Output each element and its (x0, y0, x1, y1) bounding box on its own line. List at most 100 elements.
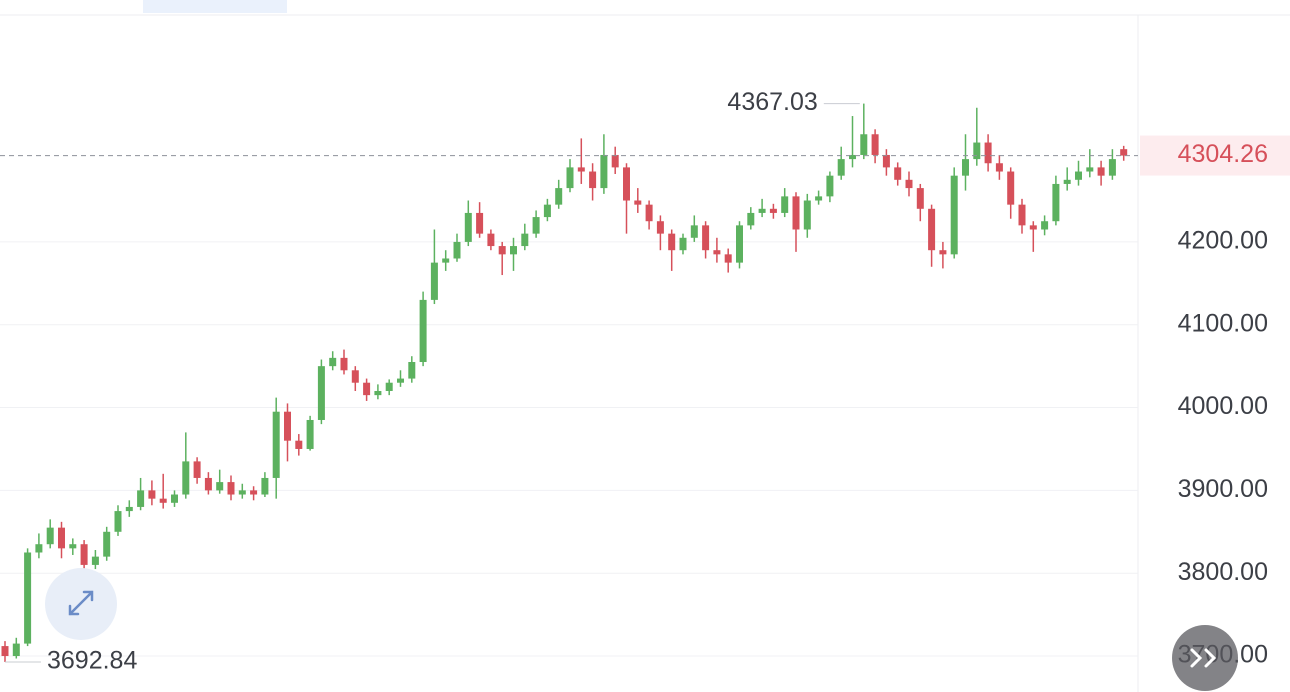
min-label: 3692.84 (47, 647, 137, 675)
candle-body (498, 246, 506, 255)
expand-button[interactable] (45, 568, 117, 640)
candle-body (815, 196, 823, 201)
candle-body (204, 477, 212, 491)
candle-body (792, 196, 800, 230)
candle-body (939, 250, 947, 255)
candle-body (340, 357, 348, 371)
candle-body (894, 167, 902, 180)
candle-body (826, 175, 834, 197)
candle-body (1075, 171, 1082, 180)
candle-body (69, 544, 77, 549)
candle-body (329, 357, 337, 367)
scroll-circle[interactable] (1172, 625, 1238, 691)
candle-body (295, 440, 303, 449)
candle-body (397, 378, 404, 383)
candle-body (24, 552, 32, 644)
candle-body (159, 498, 167, 503)
candle-body (80, 544, 88, 565)
candle-body (905, 179, 913, 189)
candle-body (385, 382, 393, 391)
candle-body (193, 461, 201, 478)
candle-body (668, 233, 676, 251)
candle-body (747, 212, 755, 226)
candle-body (577, 167, 585, 172)
candle-body (272, 411, 280, 478)
candle-body (171, 494, 178, 503)
candle-body (769, 208, 777, 213)
candle-body (623, 167, 630, 201)
candle-body (306, 419, 314, 449)
candle-body (476, 212, 484, 234)
max-label: 4367.03 (727, 88, 817, 116)
candle-body (464, 212, 472, 242)
candle-body (1041, 221, 1049, 230)
candle-body (35, 544, 43, 553)
candle-body (555, 188, 563, 205)
candle-body (408, 362, 416, 379)
candle-body (114, 511, 122, 532)
y-tick-label: 4200.00 (1178, 227, 1268, 255)
candle-body (216, 482, 224, 491)
candle-body (973, 142, 981, 160)
candle-body (679, 237, 687, 251)
grid (0, 241, 1138, 657)
candle-body (849, 154, 856, 160)
candle-body (182, 461, 190, 495)
candle-body (1029, 225, 1037, 230)
candle-body (430, 262, 438, 300)
candle-body (419, 299, 427, 363)
candle-body (589, 171, 597, 189)
candle-body (962, 159, 969, 176)
candle-body (736, 225, 743, 263)
candle-body (227, 482, 235, 495)
candle-body (12, 643, 20, 657)
candle-body (487, 233, 495, 247)
candle-body (543, 204, 551, 218)
y-tick-label: 3900.00 (1178, 475, 1268, 503)
expand-icon[interactable] (68, 590, 94, 616)
candle-body (1120, 149, 1128, 156)
candle-body (137, 490, 145, 507)
labels: 3700.003800.003900.004000.004100.004200.… (0, 88, 1290, 675)
candle-body (1007, 171, 1015, 205)
candle-body (453, 241, 461, 259)
candle-body (148, 490, 156, 499)
candle-body (510, 246, 517, 255)
candle-body (837, 159, 845, 176)
candle-body (803, 200, 811, 230)
candle-body (238, 490, 246, 495)
candle-body (871, 134, 879, 155)
scroll-icon[interactable] (1190, 648, 1217, 668)
candle-body (442, 258, 450, 263)
candle-body (103, 531, 111, 557)
candle-body (521, 233, 529, 247)
candle-body (656, 221, 664, 234)
candle-body (916, 188, 924, 209)
candle-body (1097, 167, 1105, 176)
candle-body (351, 370, 359, 383)
y-tick-label: 3800.00 (1178, 558, 1268, 586)
candle-body (532, 217, 540, 234)
y-tick-label: 4100.00 (1178, 309, 1268, 337)
candle-body (1018, 204, 1026, 226)
last-price-label: 4304.26 (1178, 140, 1268, 168)
candles (1, 103, 1128, 662)
candle-body (950, 175, 958, 255)
candle-body (611, 154, 619, 168)
candle-body (566, 167, 574, 189)
candle-body (261, 477, 269, 495)
candle-body (317, 366, 325, 420)
candle-body (995, 163, 1003, 172)
candle-body (1, 646, 9, 657)
candle-body (690, 225, 698, 238)
candle-body (882, 154, 890, 168)
candle-body (58, 527, 65, 549)
tab[interactable] (143, 0, 287, 13)
y-tick-label: 4000.00 (1178, 392, 1268, 420)
scroll-button[interactable] (1172, 625, 1238, 691)
candle-body (928, 208, 936, 251)
candle-body (600, 154, 608, 189)
candle-body (1086, 167, 1094, 172)
